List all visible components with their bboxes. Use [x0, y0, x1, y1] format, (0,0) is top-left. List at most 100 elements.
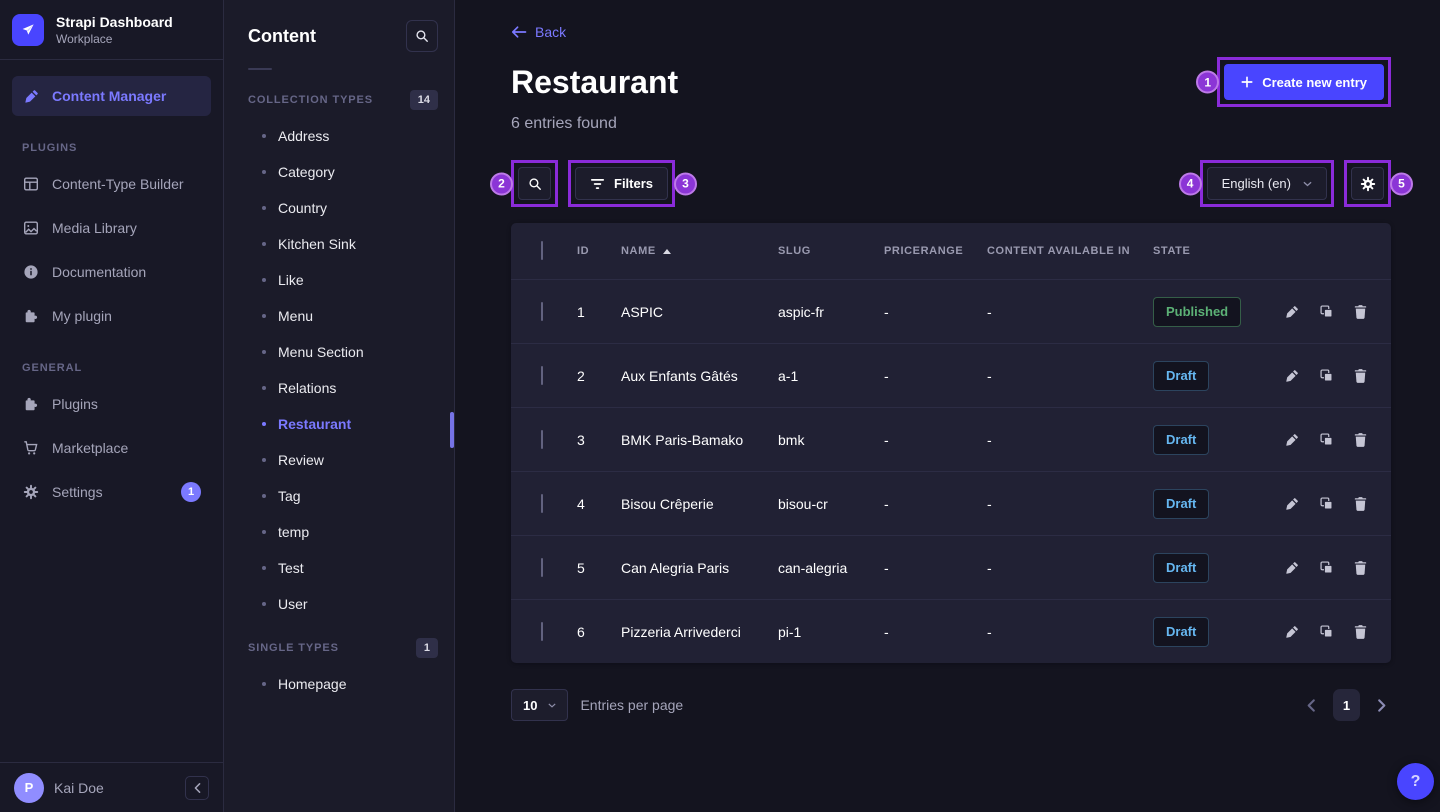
nav-item-settings[interactable]: Settings 1 [12, 472, 211, 512]
nav-item-marketplace[interactable]: Marketplace [12, 428, 211, 468]
page-size-select[interactable]: 10 [511, 689, 569, 721]
type-item-user[interactable]: User [248, 586, 438, 622]
row-checkbox[interactable] [541, 621, 543, 641]
type-item-relations[interactable]: Relations [248, 370, 438, 406]
cell-name: Pizzeria Arrivederci [621, 623, 741, 640]
delete-button[interactable] [1345, 361, 1375, 391]
duplicate-button[interactable] [1311, 297, 1341, 327]
workspace-brand[interactable]: Strapi Dashboard Workplace [0, 0, 223, 60]
type-item-restaurant[interactable]: Restaurant [248, 406, 438, 442]
collection-types-list: Address Category Country Kitchen Sink Like Me… [248, 118, 438, 622]
avatar[interactable]: P [14, 772, 44, 803]
table-row[interactable]: 6 Pizzeria Arrivederci pi-1 - - Draft [511, 599, 1391, 663]
table-row[interactable]: 1 ASPIC aspic-fr - - Published [511, 279, 1391, 343]
table-row[interactable]: 2 Aux Enfants Gâtés a-1 - - Draft [511, 343, 1391, 407]
duplicate-button[interactable] [1311, 553, 1341, 583]
duplicate-button[interactable] [1311, 489, 1341, 519]
collapse-sidebar-button[interactable] [185, 775, 209, 800]
edit-button[interactable] [1277, 617, 1307, 647]
page-1-button[interactable]: 1 [1333, 689, 1360, 721]
layout-icon [22, 175, 40, 193]
type-item-menu[interactable]: Menu [248, 298, 438, 334]
gear-icon [1360, 176, 1376, 192]
row-checkbox[interactable] [541, 493, 543, 513]
edit-button[interactable] [1277, 361, 1307, 391]
column-header-name[interactable]: NAME [621, 245, 778, 257]
search-content-types-button[interactable] [406, 20, 438, 52]
pencil-icon [22, 87, 40, 105]
type-item-homepage[interactable]: Homepage [248, 666, 438, 702]
delete-button[interactable] [1345, 553, 1375, 583]
nav-item-plugins[interactable]: Plugins [12, 384, 211, 424]
delete-button[interactable] [1345, 425, 1375, 455]
chevron-left-icon [194, 782, 201, 793]
edit-button[interactable] [1277, 425, 1307, 455]
type-item-temp[interactable]: temp [248, 514, 438, 550]
delete-button[interactable] [1345, 297, 1375, 327]
trash-icon [1354, 560, 1367, 575]
help-button[interactable]: ? [1397, 763, 1434, 800]
bullet-icon [262, 242, 266, 246]
type-item-review[interactable]: Review [248, 442, 438, 478]
nav-item-documentation[interactable]: Documentation [12, 252, 211, 292]
column-header-state[interactable]: STATE [1153, 245, 1191, 257]
type-item-label: Kitchen Sink [278, 236, 356, 252]
edit-button[interactable] [1277, 553, 1307, 583]
nav-item-media-library[interactable]: Media Library [12, 208, 211, 248]
bullet-icon [262, 134, 266, 138]
view-settings-button[interactable] [1351, 167, 1384, 200]
nav-item-my-plugin[interactable]: My plugin [12, 296, 211, 336]
column-header-pricerange[interactable]: PRICERANGE [884, 245, 964, 257]
row-checkbox[interactable] [541, 557, 543, 577]
type-item-kitchen-sink[interactable]: Kitchen Sink [248, 226, 438, 262]
app-title: Strapi Dashboard [56, 14, 173, 30]
duplicate-button[interactable] [1311, 425, 1341, 455]
create-new-entry-button[interactable]: Create new entry [1224, 64, 1384, 100]
select-all-checkbox[interactable] [541, 241, 543, 260]
type-item-address[interactable]: Address [248, 118, 438, 154]
row-checkbox[interactable] [541, 365, 543, 385]
type-item-country[interactable]: Country [248, 190, 438, 226]
nav-item-label: Settings [52, 484, 103, 500]
table-row[interactable]: 5 Can Alegria Paris can-alegria - - Draft [511, 535, 1391, 599]
next-page-button[interactable] [1373, 695, 1391, 716]
type-item-label: Address [278, 128, 330, 144]
status-badge: Draft [1153, 488, 1210, 519]
type-item-like[interactable]: Like [248, 262, 438, 298]
edit-button[interactable] [1277, 489, 1307, 519]
row-checkbox[interactable] [541, 429, 543, 449]
type-item-label: Tag [278, 488, 301, 504]
delete-button[interactable] [1345, 489, 1375, 519]
duplicate-button[interactable] [1311, 617, 1341, 647]
column-header-id[interactable]: ID [577, 245, 590, 257]
cell-slug: pi-1 [778, 623, 802, 640]
nav-item-label: Media Library [52, 220, 137, 236]
delete-button[interactable] [1345, 617, 1375, 647]
table-row[interactable]: 4 Bisou Crêperie bisou-cr - - Draft [511, 471, 1391, 535]
copy-icon [1319, 432, 1334, 447]
table-row[interactable]: 3 BMK Paris-Bamako bmk - - Draft [511, 407, 1391, 471]
previous-page-button[interactable] [1302, 695, 1320, 716]
nav-item-label: My plugin [52, 308, 112, 324]
nav-plugins-list: Content-Type Builder Media Library Documen… [12, 164, 211, 336]
type-item-test[interactable]: Test [248, 550, 438, 586]
type-item-tag[interactable]: Tag [248, 478, 438, 514]
type-item-category[interactable]: Category [248, 154, 438, 190]
search-entries-button[interactable] [518, 167, 551, 200]
back-link[interactable]: Back [511, 24, 566, 40]
scrollbar-thumb[interactable] [450, 412, 454, 448]
nav-item-content-type-builder[interactable]: Content-Type Builder [12, 164, 211, 204]
type-item-label: Category [278, 164, 335, 180]
cell-id: 2 [577, 367, 585, 384]
duplicate-button[interactable] [1311, 361, 1341, 391]
sidebar-footer: P Kai Doe [0, 762, 223, 812]
type-item-menu-section[interactable]: Menu Section [248, 334, 438, 370]
edit-button[interactable] [1277, 297, 1307, 327]
nav-item-content-manager[interactable]: Content Manager [12, 76, 211, 116]
row-checkbox[interactable] [541, 301, 543, 321]
locale-select[interactable]: English (en) [1206, 167, 1327, 200]
column-header-slug[interactable]: SLUG [778, 245, 811, 257]
column-header-content-available-in[interactable]: CONTENT AVAILABLE IN [987, 245, 1131, 257]
filters-button[interactable]: Filters [575, 167, 669, 200]
filter-icon [590, 178, 605, 190]
